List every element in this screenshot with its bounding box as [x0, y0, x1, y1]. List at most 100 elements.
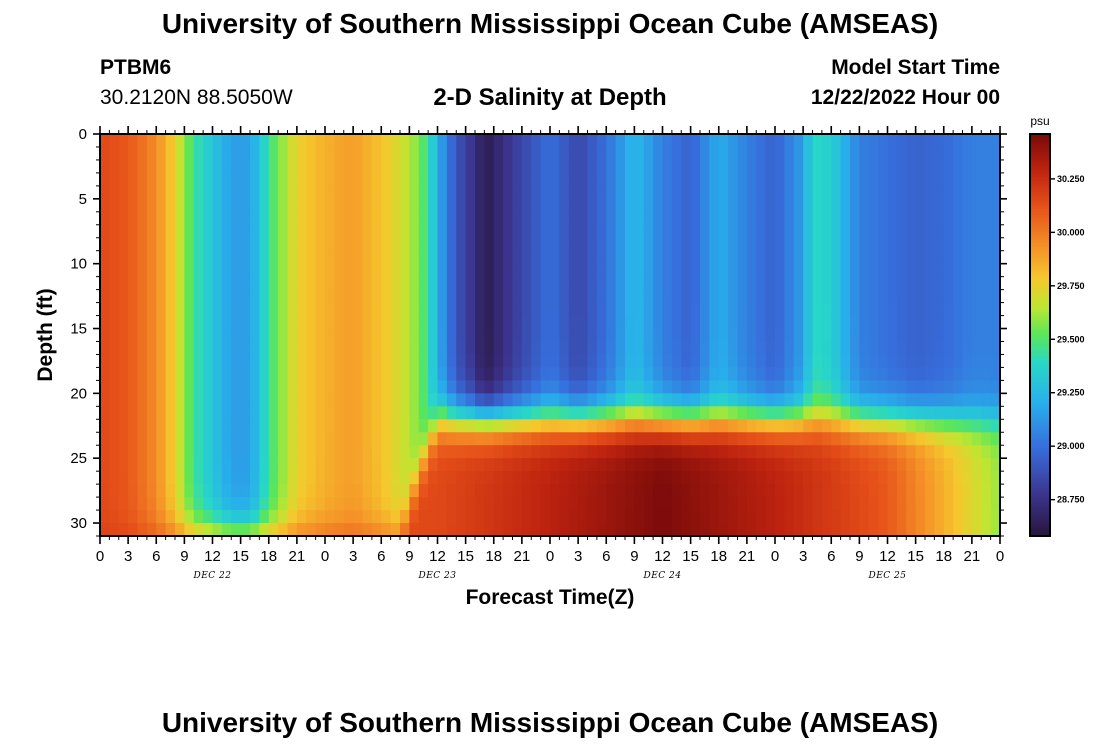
heatmap-cell: [278, 146, 289, 161]
heatmap-cell: [371, 406, 382, 420]
heatmap-cell: [634, 172, 645, 187]
heatmap-cell: [690, 445, 701, 459]
heatmap-cell: [578, 185, 589, 200]
heatmap-cell: [728, 211, 739, 226]
heatmap-cell: [343, 471, 354, 485]
heatmap-cell: [896, 497, 907, 511]
heatmap-cell: [221, 406, 232, 420]
heatmap-cell: [962, 341, 973, 356]
heatmap-cell: [231, 159, 242, 174]
heatmap-cell: [259, 289, 270, 304]
heatmap-cell: [643, 224, 654, 239]
heatmap-cell: [915, 289, 926, 304]
heatmap-cell: [962, 497, 973, 511]
heatmap-cell: [418, 341, 429, 356]
heatmap-cell: [146, 237, 157, 252]
heatmap-cell: [812, 380, 823, 394]
heatmap-cell: [990, 484, 1001, 498]
heatmap-cell: [259, 367, 270, 381]
heatmap-cell: [128, 445, 139, 459]
heatmap-cell: [784, 432, 795, 446]
heatmap-cell: [428, 419, 439, 433]
colorbar-segment: [1030, 513, 1050, 517]
heatmap-cell: [840, 289, 851, 304]
heatmap-cell: [859, 510, 870, 524]
colorbar-segment: [1030, 425, 1050, 429]
heatmap-cell: [493, 159, 504, 174]
heatmap-cell: [287, 510, 298, 524]
colorbar-segment: [1030, 181, 1050, 185]
heatmap-cell: [925, 432, 935, 446]
heatmap-cell: [521, 198, 532, 213]
heatmap-cell: [353, 523, 364, 537]
heatmap-cell: [896, 198, 907, 213]
heatmap-cell: [446, 445, 457, 459]
heatmap-cell: [184, 250, 195, 265]
heatmap-cell: [400, 341, 410, 356]
heatmap-cell: [906, 315, 917, 330]
heatmap-cell: [156, 146, 167, 161]
heatmap-cell: [981, 471, 992, 485]
heatmap-cell: [850, 393, 860, 407]
heatmap-cell: [353, 367, 364, 381]
colorbar-segment: [1030, 209, 1050, 213]
heatmap-cell: [100, 393, 110, 407]
heatmap-cell: [456, 510, 467, 524]
heatmap-cell: [728, 458, 739, 472]
heatmap-cell: [981, 445, 992, 459]
heatmap-cell: [859, 497, 870, 511]
colorbar-segment: [1030, 455, 1050, 459]
heatmap-cell: [128, 458, 139, 472]
heatmap-cell: [184, 224, 195, 239]
heatmap-cell: [446, 432, 457, 446]
heatmap-cell: [278, 458, 289, 472]
heatmap-cell: [165, 172, 176, 187]
colorbar-segment: [1030, 480, 1050, 484]
heatmap-cell: [409, 406, 420, 420]
heatmap-cell: [146, 328, 157, 343]
heatmap-cell: [268, 406, 279, 420]
heatmap-cell: [409, 276, 420, 291]
heatmap-cell: [203, 445, 214, 459]
heatmap-cell: [250, 432, 260, 446]
heatmap-cell: [578, 406, 589, 420]
heatmap-cell: [634, 445, 645, 459]
heatmap-cell: [296, 146, 307, 161]
heatmap-cell: [859, 289, 870, 304]
heatmap-cell: [943, 380, 954, 394]
heatmap-cell: [756, 146, 767, 161]
heatmap-cell: [109, 237, 120, 252]
heatmap-cell: [231, 328, 242, 343]
heatmap-cell: [118, 510, 129, 524]
heatmap-cell: [146, 406, 157, 420]
heatmap-cell: [240, 302, 251, 317]
heatmap-cell: [690, 393, 701, 407]
heatmap-cell: [765, 146, 776, 161]
heatmap-cell: [428, 406, 439, 420]
heatmap-cell: [118, 224, 129, 239]
heatmap-cell: [250, 134, 260, 148]
heatmap-cell: [709, 419, 720, 433]
heatmap-cell: [353, 224, 364, 239]
heatmap-cell: [446, 315, 457, 330]
heatmap-cell: [821, 237, 832, 252]
heatmap-cell: [596, 497, 607, 511]
heatmap-cell: [250, 289, 260, 304]
heatmap-cell: [484, 315, 495, 330]
heatmap-cell: [831, 315, 842, 330]
colorbar-segment: [1030, 314, 1050, 319]
heatmap-cell: [709, 341, 720, 356]
heatmap-cell: [250, 315, 260, 330]
heatmap-cell: [690, 419, 701, 433]
heatmap-cell: [915, 276, 926, 291]
heatmap-cell: [784, 445, 795, 459]
colorbar-segment: [1030, 518, 1050, 522]
heatmap-cell: [118, 471, 129, 485]
heatmap-cell: [156, 134, 167, 148]
heatmap-cell: [906, 302, 917, 317]
heatmap-cell: [456, 224, 467, 239]
colorbar-segment: [1030, 196, 1050, 200]
heatmap-cell: [559, 341, 570, 356]
heatmap-cell: [193, 471, 204, 485]
heatmap-cell: [437, 237, 448, 252]
